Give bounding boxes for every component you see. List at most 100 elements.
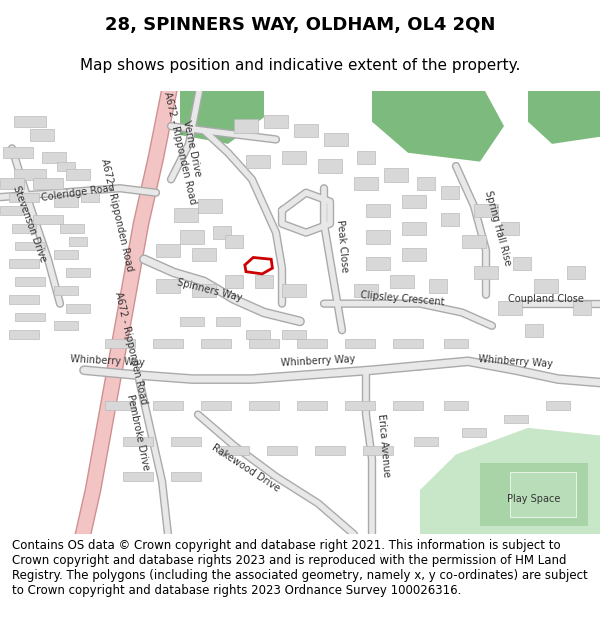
Bar [54,251,78,259]
Bar [474,204,498,217]
Bar [180,231,204,244]
Bar [225,275,243,288]
Text: Whinberry Way: Whinberry Way [478,354,554,369]
Bar [345,339,375,348]
Bar [534,279,558,292]
Bar [9,295,39,304]
Bar [171,437,201,446]
Bar [255,275,273,288]
Bar [201,339,231,348]
Bar [417,177,435,191]
Bar [123,472,153,481]
Bar [171,472,201,481]
Bar [567,266,585,279]
Bar [444,339,468,348]
Bar [15,241,45,251]
Bar [14,116,47,128]
Bar [54,196,78,207]
Text: A672 - Ripponden Road: A672 - Ripponden Road [113,291,149,405]
Bar [573,301,591,315]
Bar [282,284,306,297]
Text: Map shows position and indicative extent of the property.: Map shows position and indicative extent… [80,58,520,72]
Bar [402,221,426,235]
Bar [180,317,204,326]
Bar [402,195,426,208]
Bar [213,226,231,239]
Bar [33,178,63,189]
Bar [525,324,543,337]
Bar [54,321,78,330]
Polygon shape [180,82,264,144]
Text: Stevenson Drive: Stevenson Drive [11,184,49,263]
Bar [57,162,75,171]
Bar [198,199,222,212]
Bar [105,401,135,410]
Bar [14,169,47,181]
Bar [393,339,423,348]
Bar [30,129,54,141]
Text: Coleridge Road: Coleridge Road [41,182,115,203]
Bar [123,437,153,446]
Bar [363,446,393,454]
Bar [234,119,258,132]
Bar [192,248,216,261]
Text: Verne Drive: Verne Drive [181,119,203,178]
Text: A672 - Ripponden Road: A672 - Ripponden Road [162,91,198,206]
Bar [9,330,39,339]
Text: Clipsley Crescent: Clipsley Crescent [359,291,445,308]
Bar [81,192,99,201]
Bar [282,151,306,164]
Text: Play Space: Play Space [508,494,560,504]
Bar [225,235,243,248]
Bar [9,192,39,201]
Bar [66,304,90,312]
Bar [366,257,390,271]
Bar [429,279,447,292]
Bar [0,178,24,189]
Bar [414,437,438,446]
Bar [294,124,318,138]
Bar [42,152,66,162]
Text: A672 - Ripponden Road: A672 - Ripponden Road [99,158,135,272]
Bar [402,248,426,261]
Bar [153,339,183,348]
Bar [384,168,408,182]
Polygon shape [420,428,600,534]
Bar [66,169,90,181]
Bar [501,221,519,235]
Bar [462,235,486,248]
Bar [249,401,279,410]
Bar [282,330,306,339]
Text: Spinners Way: Spinners Way [176,278,244,303]
Text: Rakewood Drive: Rakewood Drive [210,442,282,494]
Text: Whinberry Way: Whinberry Way [280,354,356,368]
Bar [267,446,297,454]
Bar [12,224,36,232]
Bar [393,401,423,410]
Bar [354,284,378,297]
Bar [60,224,84,232]
Bar [246,330,270,339]
Bar [33,215,63,224]
Bar [366,231,390,244]
Polygon shape [480,463,588,526]
Bar [192,284,216,297]
Bar [324,132,348,146]
Bar [444,401,468,410]
Polygon shape [528,82,600,144]
Bar [354,177,378,191]
Text: Spring Hall Rise: Spring Hall Rise [483,189,513,267]
Bar [546,401,570,410]
Text: Pembroke Drive: Pembroke Drive [125,393,151,471]
Bar [9,259,39,268]
Bar [105,339,135,348]
Bar [441,186,459,199]
Bar [66,268,90,277]
Bar [246,155,270,168]
Bar [504,414,528,424]
Bar [297,401,327,410]
Bar [156,279,180,292]
Bar [513,257,531,271]
Bar [15,277,45,286]
Bar [345,401,375,410]
